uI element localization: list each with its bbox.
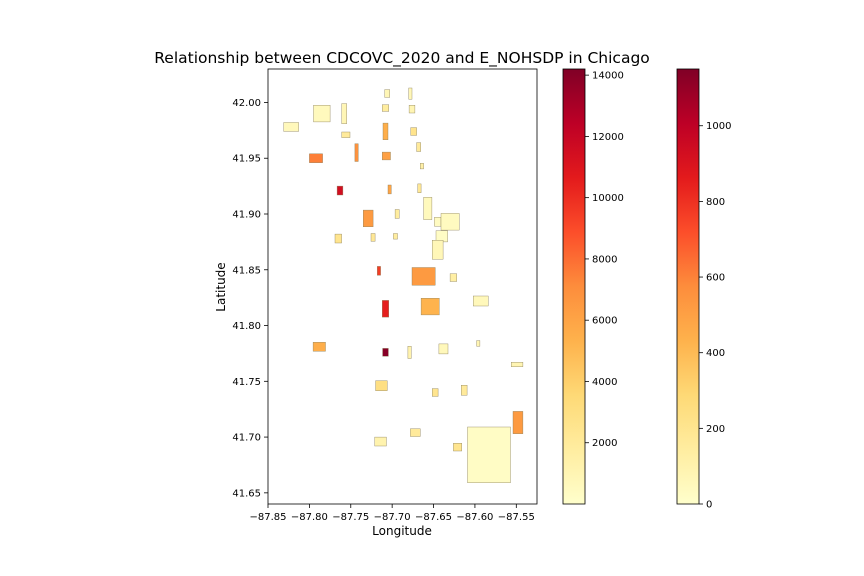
tract-28 <box>432 239 444 260</box>
tract-2 <box>283 122 299 132</box>
tract-46 <box>374 436 387 447</box>
tract-43 <box>461 385 468 396</box>
tract-4 <box>341 131 351 138</box>
tract-1 <box>313 104 331 123</box>
tract-29 <box>411 267 436 286</box>
tract-45 <box>410 428 421 437</box>
tracts-layer <box>283 87 524 483</box>
tract-38 <box>438 343 449 355</box>
y-tick-label: 41.70 <box>232 433 261 444</box>
colorbar-tick-label: 8000 <box>592 254 617 265</box>
y-tick-label: 41.80 <box>232 321 261 332</box>
colorbar-e-nohsdp: 0 200 400 600 800 1000 <box>676 68 731 511</box>
tract-3 <box>341 103 347 124</box>
tract-14 <box>382 151 391 161</box>
colorbar-2-ramp <box>676 68 700 505</box>
tract-32 <box>382 300 390 318</box>
tract-12 <box>309 153 323 163</box>
tract-23 <box>363 209 374 228</box>
colorbar-tick-label: 0 <box>706 500 712 511</box>
y-axis-label: Latitude <box>214 262 228 311</box>
tract-40 <box>511 362 524 367</box>
colorbar-tick-label: 800 <box>706 197 725 208</box>
colorbar-tick-label: 200 <box>706 424 725 435</box>
tract-31 <box>449 273 457 282</box>
x-tick-label: −87.80 <box>291 512 328 523</box>
x-tick-label: −87.70 <box>374 512 411 523</box>
tract-47 <box>453 443 462 452</box>
y-tick-label: 41.90 <box>232 210 261 221</box>
x-tick-label: −87.75 <box>332 512 369 523</box>
plot-frame <box>267 68 538 505</box>
colorbar-tick-label: 6000 <box>592 316 617 327</box>
colorbar-tick-label: 2000 <box>592 438 617 449</box>
y-tick-label: 41.65 <box>232 488 261 499</box>
tract-36 <box>382 348 389 357</box>
tract-48 <box>467 426 511 483</box>
y-tick-label: 41.95 <box>232 154 261 165</box>
colorbar-tick-label: 14000 <box>592 71 624 82</box>
colorbar-tick-label: 400 <box>706 348 725 359</box>
tract-35 <box>312 342 326 352</box>
tract-33 <box>420 298 440 316</box>
tract-13 <box>354 143 359 162</box>
tract-34 <box>473 295 489 307</box>
colorbar-1-ramp <box>562 68 586 505</box>
tract-20 <box>434 217 442 227</box>
tract-19 <box>423 197 433 220</box>
colorbar-tick-label: 4000 <box>592 377 617 388</box>
tract-8 <box>408 104 416 114</box>
tract-11 <box>416 142 421 152</box>
x-tick-label: −87.85 <box>249 512 286 523</box>
y-tick-label: 41.85 <box>232 265 261 276</box>
tract-16 <box>336 185 344 196</box>
tract-18 <box>417 183 422 193</box>
tract-15 <box>420 163 424 170</box>
tract-37 <box>407 346 412 359</box>
tract-21 <box>440 213 460 231</box>
tract-42 <box>432 388 439 397</box>
tract-44 <box>512 411 524 434</box>
x-tick-label: −87.55 <box>498 512 535 523</box>
chart-title: Relationship between CDCOVC_2020 and E_N… <box>154 49 650 68</box>
tract-27 <box>393 233 398 240</box>
tract-7 <box>408 87 413 100</box>
x-tick-label: −87.65 <box>415 512 452 523</box>
tract-26 <box>370 233 376 242</box>
tract-39 <box>476 340 481 347</box>
y-tick-label: 41.75 <box>232 377 261 388</box>
y-tick-label: 42.00 <box>232 98 261 109</box>
tract-25 <box>334 233 342 244</box>
tract-30 <box>377 266 381 276</box>
tract-10 <box>410 127 417 136</box>
x-axis-label: Longitude <box>372 524 432 538</box>
colorbar-tick-label: 10000 <box>592 193 624 204</box>
colorbar-tick-label: 600 <box>706 273 725 284</box>
tract-41 <box>375 380 388 391</box>
tract-9 <box>382 122 389 140</box>
colorbar-cdcovc: 2000 4000 6000 8000 10000 12000 14000 <box>562 68 624 505</box>
tract-6 <box>382 104 390 112</box>
tract-5 <box>384 89 390 98</box>
tract-24 <box>394 209 400 219</box>
y-axis: 41.65 41.70 41.75 41.80 41.85 41.90 41.95 42.00 <box>232 98 268 499</box>
tract-17 <box>387 184 392 195</box>
colorbar-tick-label: 12000 <box>592 132 624 143</box>
x-tick-label: −87.60 <box>456 512 493 523</box>
x-axis: −87.85 −87.80 −87.75 −87.70 −87.65 −87.60 −87.… <box>249 504 535 523</box>
colorbar-tick-label: 1000 <box>706 121 731 132</box>
